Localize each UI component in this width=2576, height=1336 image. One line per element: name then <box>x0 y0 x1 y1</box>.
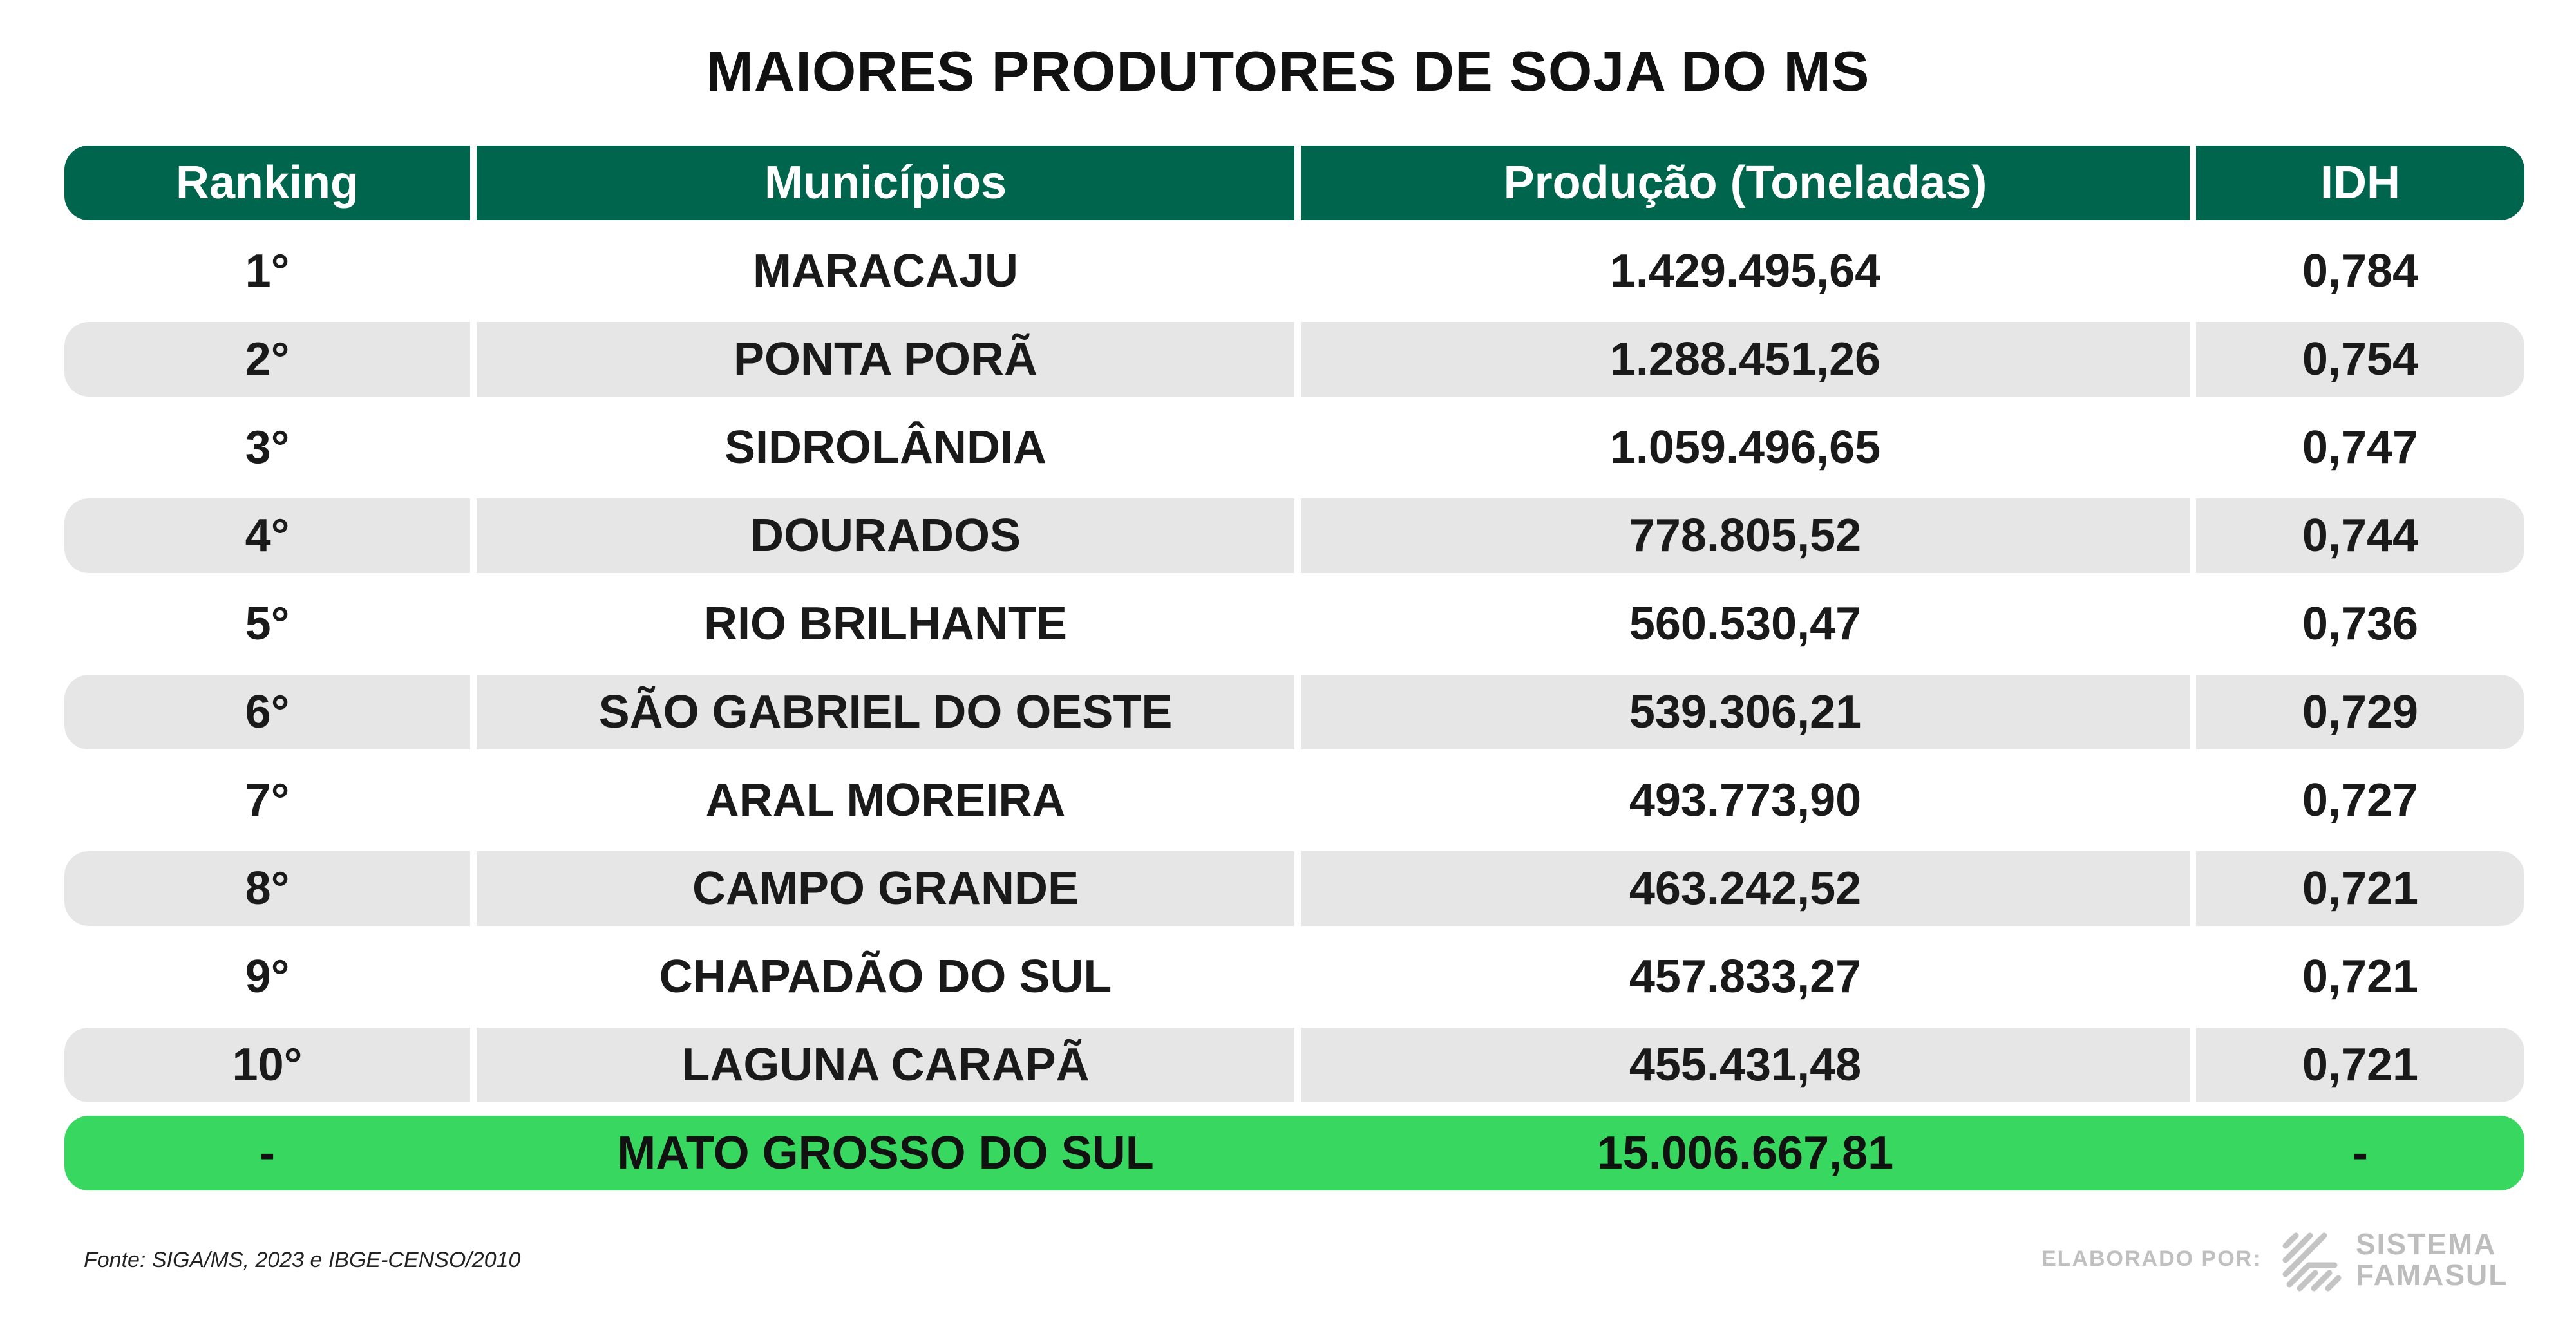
cell-ranking: - <box>64 1116 470 1190</box>
table-row: 8° CAMPO GRANDE 463.242,52 0,721 <box>64 851 2524 926</box>
source-note: Fonte: SIGA/MS, 2023 e IBGE-CENSO/2010 <box>84 1248 521 1272</box>
cell-municipio: SÃO GABRIEL DO OESTE <box>477 675 1294 749</box>
cell-producao: 778.805,52 <box>1301 498 2190 573</box>
header-producao: Produção (Toneladas) <box>1301 146 2190 220</box>
cell-ranking: 9° <box>64 939 470 1014</box>
cell-ranking: 1° <box>64 234 470 308</box>
cell-ranking: 10° <box>64 1028 470 1102</box>
cell-municipio: DOURADOS <box>477 498 1294 573</box>
cell-idh: 0,721 <box>2196 851 2524 926</box>
cell-idh: 0,721 <box>2196 1028 2524 1102</box>
cell-idh: 0,754 <box>2196 322 2524 397</box>
cell-idh: 0,747 <box>2196 410 2524 485</box>
cell-municipio: CHAPADÃO DO SUL <box>477 939 1294 1014</box>
table-row: 7° ARAL MOREIRA 493.773,90 0,727 <box>64 763 2524 838</box>
credit-label: ELABORADO POR: <box>2041 1247 2262 1271</box>
cell-ranking: 7° <box>64 763 470 838</box>
header-municipios: Municípios <box>477 146 1294 220</box>
cell-idh: 0,729 <box>2196 675 2524 749</box>
cell-producao: 1.288.451,26 <box>1301 322 2190 397</box>
cell-ranking: 2° <box>64 322 470 397</box>
cell-producao: 539.306,21 <box>1301 675 2190 749</box>
cell-idh: 0,721 <box>2196 939 2524 1014</box>
cell-producao: 560.530,47 <box>1301 587 2190 661</box>
cell-idh: - <box>2196 1116 2524 1190</box>
brand-line-2: FAMASUL <box>2356 1258 2508 1292</box>
soy-production-table: Ranking Municípios Produção (Toneladas) … <box>64 146 2524 1204</box>
famasul-logo-icon <box>2282 1232 2342 1292</box>
cell-idh: 0,736 <box>2196 587 2524 661</box>
cell-municipio: CAMPO GRANDE <box>477 851 1294 926</box>
cell-municipio: MATO GROSSO DO SUL <box>477 1116 1294 1190</box>
table-title: MAIORES PRODUTORES DE SOJA DO MS <box>706 39 1870 103</box>
table-row: 4° DOURADOS 778.805,52 0,744 <box>64 498 2524 573</box>
table-row: 2° PONTA PORÃ 1.288.451,26 0,754 <box>64 322 2524 397</box>
cell-producao: 1.429.495,64 <box>1301 234 2190 308</box>
cell-ranking: 4° <box>64 498 470 573</box>
cell-producao: 493.773,90 <box>1301 763 2190 838</box>
table-row: 6° SÃO GABRIEL DO OESTE 539.306,21 0,729 <box>64 675 2524 749</box>
cell-ranking: 8° <box>64 851 470 926</box>
cell-ranking: 3° <box>64 410 470 485</box>
cell-producao: 455.431,48 <box>1301 1028 2190 1102</box>
cell-producao: 1.059.496,65 <box>1301 410 2190 485</box>
cell-municipio: PONTA PORÃ <box>477 322 1294 397</box>
cell-municipio: RIO BRILHANTE <box>477 587 1294 661</box>
table-total-row: - MATO GROSSO DO SUL 15.006.667,81- <box>64 1116 2524 1190</box>
cell-idh: 0,744 <box>2196 498 2524 573</box>
table-header-row: Ranking Municípios Produção (Toneladas) … <box>64 146 2524 220</box>
brand-line-1: SISTEMA <box>2356 1227 2497 1261</box>
table-row: 3° SIDROLÂNDIA 1.059.496,65 0,747 <box>64 410 2524 485</box>
cell-producao: 15.006.667,81 <box>1301 1116 2190 1190</box>
cell-municipio: SIDROLÂNDIA <box>477 410 1294 485</box>
table-row: 1° MARACAJU 1.429.495,64 0,784 <box>64 234 2524 308</box>
cell-producao: 457.833,27 <box>1301 939 2190 1014</box>
cell-idh: 0,784 <box>2196 234 2524 308</box>
cell-ranking: 5° <box>64 587 470 661</box>
cell-municipio: MARACAJU <box>477 234 1294 308</box>
cell-producao: 463.242,52 <box>1301 851 2190 926</box>
header-ranking: Ranking <box>64 146 470 220</box>
cell-idh: 0,727 <box>2196 763 2524 838</box>
table-row: 9° CHAPADÃO DO SUL 457.833,27 0,721 <box>64 939 2524 1014</box>
header-idh: IDH <box>2196 146 2524 220</box>
table-row: 5° RIO BRILHANTE 560.530,47 0,736 <box>64 587 2524 661</box>
cell-municipio: ARAL MOREIRA <box>477 763 1294 838</box>
brand-name: SISTEMA FAMASUL <box>2356 1228 2508 1290</box>
cell-municipio: LAGUNA CARAPÃ <box>477 1028 1294 1102</box>
cell-ranking: 6° <box>64 675 470 749</box>
table-row: 10° LAGUNA CARAPÃ 455.431,48 0,721 <box>64 1028 2524 1102</box>
